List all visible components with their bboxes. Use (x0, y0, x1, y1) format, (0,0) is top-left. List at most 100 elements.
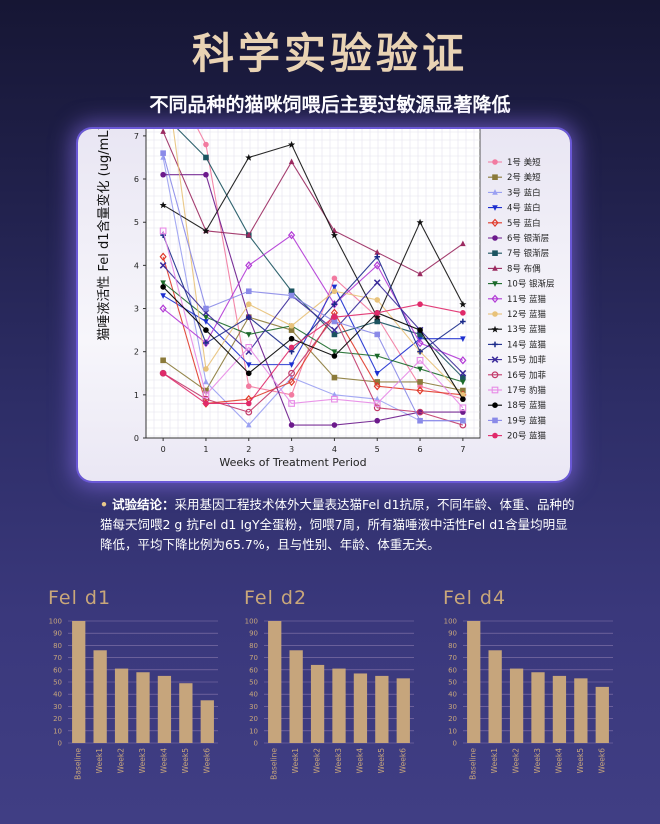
data-point (245, 408, 253, 416)
series-group: 18号 蓝猫 (160, 284, 547, 411)
data-point (492, 417, 498, 424)
data-point (288, 377, 296, 387)
data-point (374, 249, 381, 255)
series-line (162, 316, 464, 426)
bar (375, 675, 389, 743)
bar (396, 678, 410, 743)
legend-label: 13号 蓝猫 (507, 324, 547, 335)
data-point (288, 392, 295, 398)
data-point (459, 356, 467, 365)
data-point (460, 396, 466, 402)
series-line (162, 234, 464, 361)
series-line (162, 303, 463, 405)
bar-chart-title: Fel d2 (244, 587, 308, 609)
x-tick-label: Week2 (512, 748, 521, 774)
x-tick-label: Week2 (313, 748, 322, 774)
y-tick-label: 2 (134, 348, 139, 357)
series-group: 4号 蓝白 (160, 203, 541, 377)
x-axis-label: Weeks of Treatment Period (219, 456, 366, 469)
data-point (203, 141, 209, 148)
conclusion-label: 试验结论： (111, 497, 175, 512)
bar-chart-title: Fel d1 (48, 587, 112, 609)
data-point (160, 171, 166, 178)
bar (136, 672, 150, 743)
y-tick-label: 80 (448, 642, 457, 650)
data-point (491, 294, 499, 304)
x-tick-label: Week6 (597, 748, 606, 774)
data-point (245, 332, 252, 338)
x-tick-label: Baseline (469, 748, 478, 780)
data-point (417, 270, 423, 277)
data-point (160, 129, 166, 134)
legend-label: 12号 蓝猫 (507, 309, 547, 320)
y-tick-label: 30 (448, 703, 457, 711)
data-point (460, 318, 466, 325)
data-point (203, 319, 209, 325)
y-tick-label: 70 (53, 654, 62, 662)
data-point (492, 402, 498, 409)
data-point (374, 370, 381, 377)
bar (574, 678, 588, 743)
data-point (330, 299, 338, 309)
legend-label: 3号 蓝白 (507, 187, 541, 198)
series-group: 6号 银渐层 (160, 171, 549, 428)
y-tick-label: 100 (49, 618, 62, 626)
x-tick-label: Week3 (138, 748, 147, 774)
data-point (460, 336, 466, 343)
y-tick-label: 10 (249, 727, 258, 735)
y-tick-label: 80 (249, 642, 258, 650)
data-point (331, 353, 338, 359)
y-tick-label: 50 (249, 679, 258, 687)
y-tick-label: 30 (249, 703, 258, 711)
x-tick-label: 3 (289, 445, 294, 454)
x-tick-label: Week4 (554, 748, 563, 774)
data-point (373, 313, 381, 321)
data-point (416, 408, 424, 416)
data-point (203, 400, 209, 407)
y-tick-label: 40 (448, 691, 457, 699)
series-line (163, 174, 463, 426)
bullet-icon: • (100, 497, 108, 512)
data-point (159, 252, 167, 261)
data-point (331, 422, 338, 428)
bar (310, 664, 325, 743)
data-point (245, 231, 252, 238)
data-point (203, 366, 209, 372)
data-point (492, 235, 498, 241)
y-tick-label: 20 (448, 715, 457, 723)
series-line (162, 316, 463, 392)
data-point (492, 311, 498, 317)
data-point (245, 383, 252, 390)
data-point (160, 150, 166, 156)
data-point (202, 391, 210, 399)
data-point (460, 387, 466, 394)
legend-label: 1号 美短 (507, 157, 541, 168)
legend-label: 18号 蓝猫 (507, 400, 547, 411)
legend-label: 2号 美短 (507, 172, 541, 183)
series-group: 17号 豹猫 (159, 227, 547, 412)
data-point (245, 288, 252, 295)
bar (552, 675, 567, 743)
data-point (492, 189, 498, 195)
data-point (416, 218, 424, 226)
bar (200, 700, 214, 743)
data-point (331, 331, 338, 338)
y-tick-label: 3 (134, 305, 139, 314)
legend-label: 11号 蓝猫 (507, 294, 547, 305)
data-point (288, 158, 295, 165)
line-chart: 012345678901234567Weeks of Treatment Per… (96, 129, 555, 469)
data-point (245, 400, 252, 407)
series-group: 19号 蓝猫 (160, 150, 547, 426)
series-line (162, 234, 464, 353)
data-point (417, 348, 423, 355)
series-line (197, 129, 464, 400)
y-tick-label: 90 (448, 630, 457, 638)
page-title: 科学实验验证 (191, 29, 468, 78)
page-subtitle: 不同品种的猫咪饲喂后主要过敏源显著降低 (149, 94, 511, 116)
series-group: 14号 蓝猫 (160, 232, 547, 355)
x-tick-label: 1 (203, 445, 208, 454)
y-tick-label: 40 (249, 691, 258, 699)
y-tick-label: 60 (53, 666, 62, 674)
data-point (374, 395, 381, 402)
legend-label: 15号 加菲 (507, 355, 547, 366)
